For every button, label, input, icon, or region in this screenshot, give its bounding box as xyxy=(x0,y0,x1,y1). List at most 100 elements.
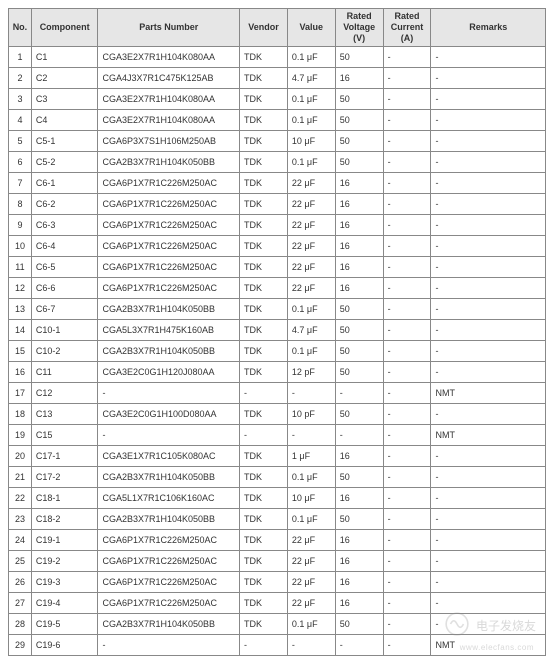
cell-parts-number: CGA4J3X7R1C475K125AB xyxy=(98,68,240,89)
cell-remarks: - xyxy=(431,173,546,194)
cell-vendor: TDK xyxy=(240,89,288,110)
table-row: 19C15-----NMT xyxy=(9,425,546,446)
table-row: 9C6-3CGA6P1X7R1C226M250ACTDK22 μF16-- xyxy=(9,215,546,236)
cell-rated-current: - xyxy=(383,278,431,299)
cell-rated-current: - xyxy=(383,110,431,131)
cell-value: 10 μF xyxy=(287,131,335,152)
cell-rated-current: - xyxy=(383,47,431,68)
cell-vendor: TDK xyxy=(240,488,288,509)
cell-value: 0.1 μF xyxy=(287,341,335,362)
table-row: 14C10-1CGA5L3X7R1H475K160ABTDK4.7 μF50-- xyxy=(9,320,546,341)
cell-no: 20 xyxy=(9,446,32,467)
cell-remarks: - xyxy=(431,446,546,467)
cell-remarks: - xyxy=(431,257,546,278)
cell-rated-current: - xyxy=(383,404,431,425)
cell-no: 23 xyxy=(9,509,32,530)
cell-component: C6-3 xyxy=(31,215,98,236)
cell-rated-voltage: 50 xyxy=(335,89,383,110)
cell-remarks: - xyxy=(431,614,546,635)
cell-value: 22 μF xyxy=(287,257,335,278)
cell-vendor: TDK xyxy=(240,467,288,488)
cell-parts-number: CGA2B3X7R1H104K050BB xyxy=(98,509,240,530)
cell-no: 6 xyxy=(9,152,32,173)
cell-no: 19 xyxy=(9,425,32,446)
table-row: 8C6-2CGA6P1X7R1C226M250ACTDK22 μF16-- xyxy=(9,194,546,215)
cell-remarks: - xyxy=(431,488,546,509)
cell-rated-voltage: 16 xyxy=(335,215,383,236)
cell-rated-voltage: 50 xyxy=(335,509,383,530)
cell-parts-number: CGA3E2C0G1H100D080AA xyxy=(98,404,240,425)
cell-rated-current: - xyxy=(383,299,431,320)
cell-remarks: NMT xyxy=(431,383,546,404)
table-row: 21C17-2CGA2B3X7R1H104K050BBTDK0.1 μF50-- xyxy=(9,467,546,488)
cell-vendor: - xyxy=(240,635,288,656)
cell-component: C19-6 xyxy=(31,635,98,656)
table-row: 12C6-6CGA6P1X7R1C226M250ACTDK22 μF16-- xyxy=(9,278,546,299)
cell-component: C6-4 xyxy=(31,236,98,257)
cell-remarks: - xyxy=(431,194,546,215)
cell-vendor: TDK xyxy=(240,47,288,68)
cell-component: C2 xyxy=(31,68,98,89)
cell-remarks: - xyxy=(431,68,546,89)
cell-rated-current: - xyxy=(383,257,431,278)
cell-parts-number: CGA6P1X7R1C226M250AC xyxy=(98,257,240,278)
cell-component: C6-7 xyxy=(31,299,98,320)
cell-rated-current: - xyxy=(383,383,431,404)
cell-rated-voltage: 16 xyxy=(335,572,383,593)
cell-vendor: TDK xyxy=(240,110,288,131)
cell-component: C6-6 xyxy=(31,278,98,299)
cell-rated-voltage: 16 xyxy=(335,593,383,614)
cell-component: C13 xyxy=(31,404,98,425)
cell-value: - xyxy=(287,635,335,656)
cell-vendor: TDK xyxy=(240,215,288,236)
cell-rated-voltage: 16 xyxy=(335,551,383,572)
cell-value: 0.1 μF xyxy=(287,152,335,173)
col-part: Parts Number xyxy=(98,9,240,47)
cell-value: 22 μF xyxy=(287,194,335,215)
cell-rated-voltage: 50 xyxy=(335,47,383,68)
cell-component: C19-3 xyxy=(31,572,98,593)
cell-remarks: - xyxy=(431,215,546,236)
cell-value: 0.1 μF xyxy=(287,467,335,488)
cell-vendor: TDK xyxy=(240,194,288,215)
cell-no: 28 xyxy=(9,614,32,635)
cell-remarks: - xyxy=(431,110,546,131)
cell-value: 22 μF xyxy=(287,236,335,257)
cell-component: C1 xyxy=(31,47,98,68)
cell-no: 5 xyxy=(9,131,32,152)
cell-no: 25 xyxy=(9,551,32,572)
cell-vendor: TDK xyxy=(240,404,288,425)
table-row: 20C17-1CGA3E1X7R1C105K080ACTDK1 μF16-- xyxy=(9,446,546,467)
cell-rated-voltage: 50 xyxy=(335,362,383,383)
cell-rated-voltage: 50 xyxy=(335,320,383,341)
cell-rated-current: - xyxy=(383,551,431,572)
cell-vendor: TDK xyxy=(240,320,288,341)
cell-vendor: TDK xyxy=(240,278,288,299)
cell-remarks: - xyxy=(431,320,546,341)
cell-rated-current: - xyxy=(383,509,431,530)
table-row: 13C6-7CGA2B3X7R1H104K050BBTDK0.1 μF50-- xyxy=(9,299,546,320)
cell-rated-voltage: - xyxy=(335,383,383,404)
cell-remarks: - xyxy=(431,278,546,299)
cell-rated-voltage: 16 xyxy=(335,257,383,278)
cell-parts-number: CGA3E2X7R1H104K080AA xyxy=(98,110,240,131)
cell-rated-current: - xyxy=(383,89,431,110)
cell-rated-voltage: 16 xyxy=(335,236,383,257)
cell-no: 7 xyxy=(9,173,32,194)
cell-remarks: - xyxy=(431,572,546,593)
cell-rated-current: - xyxy=(383,341,431,362)
cell-value: 1 μF xyxy=(287,446,335,467)
cell-vendor: TDK xyxy=(240,530,288,551)
cell-vendor: TDK xyxy=(240,131,288,152)
cell-rated-current: - xyxy=(383,488,431,509)
cell-parts-number: CGA2B3X7R1H104K050BB xyxy=(98,299,240,320)
cell-rated-current: - xyxy=(383,68,431,89)
table-row: 17C12-----NMT xyxy=(9,383,546,404)
table-row: 24C19-1CGA6P1X7R1C226M250ACTDK22 μF16-- xyxy=(9,530,546,551)
cell-remarks: - xyxy=(431,152,546,173)
cell-parts-number: CGA2B3X7R1H104K050BB xyxy=(98,152,240,173)
cell-no: 15 xyxy=(9,341,32,362)
cell-value: 22 μF xyxy=(287,530,335,551)
cell-parts-number: - xyxy=(98,383,240,404)
cell-component: C6-2 xyxy=(31,194,98,215)
